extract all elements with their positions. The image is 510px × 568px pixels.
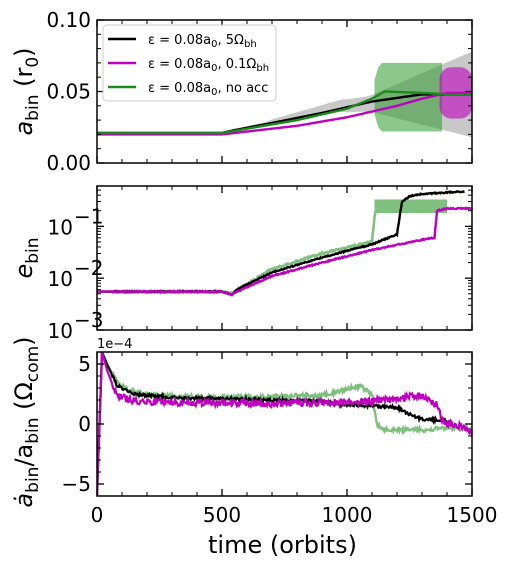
- series-line-1: [97, 352, 472, 496]
- y-tick-label: 0.05: [46, 80, 91, 104]
- offset-text: 1e−4: [97, 337, 132, 352]
- legend-label-1: ε = 0.08a0, 5Ωbh: [148, 33, 257, 50]
- y-tick-exponent: −1: [74, 204, 103, 228]
- y-axis-label: abin (r0): [10, 47, 43, 135]
- series-line-3: [97, 206, 472, 297]
- legend-label-2: ε = 0.08a0, 0.1Ωbh: [148, 57, 269, 74]
- axes-frame: [96, 351, 473, 497]
- x-tick-label: 0: [91, 503, 104, 527]
- axes-frame: [96, 185, 473, 331]
- legend-frame: [102, 24, 277, 102]
- y-tick-exponent: −3: [74, 308, 103, 332]
- y-tick-label: 0.00: [46, 151, 91, 175]
- series-line-1: [97, 200, 448, 296]
- series-line-3: [97, 352, 472, 496]
- x-tick-label: 1500: [447, 503, 498, 527]
- x-tick-label: 1000: [322, 503, 373, 527]
- series-lines: [97, 352, 472, 496]
- y-tick-label: 10: [48, 267, 73, 291]
- legend: ε = 0.08a0, 5Ωbh ε = 0.08a0, 0.1Ωbh ε = 0.…: [102, 24, 277, 102]
- series-lines: [97, 90, 472, 136]
- series-line-2: [97, 352, 448, 496]
- series-lines: [97, 190, 472, 297]
- y-tick-label: −5: [62, 472, 91, 496]
- y-tick-label: 10: [48, 319, 73, 343]
- y-tick-label: 5: [78, 352, 91, 376]
- x-tick-label: 500: [203, 503, 241, 527]
- y-tick-label: 0: [78, 412, 91, 436]
- y-tick-label: 10: [48, 215, 73, 239]
- series-line-2: [97, 91, 472, 136]
- legend-label-3: ε = 0.08a0, no acc: [148, 81, 268, 98]
- y-axis-label: ebin: [10, 237, 43, 278]
- series-line-3: [97, 90, 472, 135]
- x-axis-label: time (orbits): [208, 531, 357, 559]
- y-tick-label: 0.10: [46, 8, 91, 32]
- y-tick-exponent: −2: [74, 256, 103, 280]
- y-axis-label: ȧbin/abin (Ωcom): [10, 336, 43, 507]
